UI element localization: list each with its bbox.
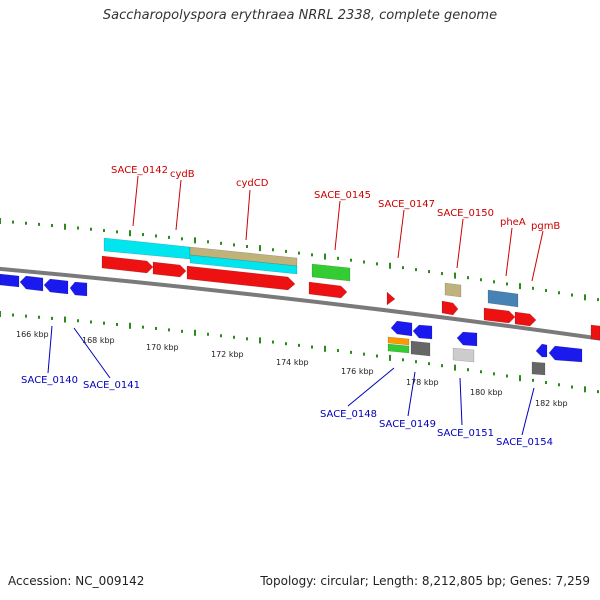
label-sace-0149[interactable]: SACE_0149 (379, 419, 436, 430)
label-sace-0142[interactable]: SACE_0142 (111, 165, 168, 176)
gene-sace-0140[interactable] (19, 275, 44, 292)
leader-sace-0150 (456, 218, 464, 269)
leader-sace-0151 (459, 377, 463, 426)
label-phea[interactable]: pheA (500, 217, 526, 228)
gene-edge-right[interactable] (590, 324, 600, 341)
scale-labels: 166 kbp 168 kbp 170 kbp 172 kbp 174 kbp … (16, 330, 568, 408)
feature-steelblue-phea[interactable] (487, 289, 519, 308)
label-sace-0145[interactable]: SACE_0145 (314, 190, 371, 201)
gene-cydb[interactable] (152, 261, 187, 278)
feature-cyan-2[interactable] (189, 254, 298, 275)
leader-cydb (175, 179, 182, 231)
gene-sace-0148[interactable] (390, 320, 413, 337)
scale-label: 180 kbp (470, 388, 503, 397)
genome-summary-text: Topology: circular; Length: 8,212,805 bp… (260, 574, 590, 588)
leader-sace-0140 (47, 325, 53, 374)
gene-sace-0141[interactable] (69, 281, 88, 297)
forward-gene-labels: SACE_0142 cydB cydCD SACE_0145 SACE_0147… (111, 165, 560, 232)
feature-gray-sace-0149[interactable] (410, 340, 431, 357)
gene-sace-0140b[interactable] (43, 278, 69, 295)
label-cydb[interactable]: cydB (170, 169, 195, 180)
scale-label: 166 kbp (16, 330, 49, 339)
feature-lightgray-sace-0151[interactable] (452, 347, 475, 363)
label-sace-0141[interactable]: SACE_0141 (83, 380, 140, 391)
feature-orange-sace-0148[interactable] (387, 336, 410, 346)
gene-phea[interactable] (483, 307, 516, 324)
label-sace-0151[interactable]: SACE_0151 (437, 428, 494, 439)
leader-phea (505, 227, 513, 277)
label-pgmb[interactable]: pgmB (531, 221, 560, 232)
leader-sace-0142 (132, 175, 139, 227)
feature-cyan-1[interactable] (103, 237, 191, 260)
leader-sace-0145 (334, 200, 341, 251)
genome-backbone (0, 266, 600, 341)
reverse-strand-features (0, 273, 583, 376)
accession-text: Accession: NC_009142 (8, 574, 145, 588)
label-sace-0148[interactable]: SACE_0148 (320, 409, 377, 420)
label-cydcd[interactable]: cydCD (236, 178, 269, 189)
leader-sace-0147 (397, 209, 405, 259)
gene-sace-0142[interactable] (101, 255, 154, 274)
gene-pgmb[interactable] (514, 311, 537, 327)
leader-cydcd (245, 189, 251, 241)
scale-label: 168 kbp (82, 336, 115, 345)
leader-sace-0141 (73, 327, 111, 379)
scale-label: 182 kbp (535, 399, 568, 408)
label-sace-0150[interactable]: SACE_0150 (437, 208, 494, 219)
gene-rev-edge-left[interactable] (0, 273, 20, 288)
forward-strand-features (101, 237, 600, 341)
scale-label: 176 kbp (341, 367, 374, 376)
feature-green-sace-0148[interactable] (387, 343, 410, 354)
feature-tan-sace-0150[interactable] (444, 282, 462, 298)
gene-sace-0154a[interactable] (535, 343, 548, 358)
label-sace-0140[interactable]: SACE_0140 (21, 375, 78, 386)
gene-sace-0150[interactable] (441, 300, 459, 316)
map-title: Saccharopolyspora erythraea NRRL 2338, c… (102, 8, 498, 23)
leader-sace-0149 (407, 371, 416, 417)
lower-tick-track (0, 311, 599, 394)
gene-cydcd[interactable] (186, 265, 296, 291)
reverse-gene-labels: SACE_0140 SACE_0141 SACE_0148 SACE_0149 … (21, 375, 553, 448)
gene-sace-0154[interactable] (548, 345, 583, 363)
gene-sace-0148b[interactable] (412, 324, 433, 340)
label-sace-0154[interactable]: SACE_0154 (496, 437, 553, 448)
scale-label: 170 kbp (146, 343, 179, 352)
scale-label: 174 kbp (276, 358, 309, 367)
leader-sace-0154 (521, 387, 535, 436)
leader-lines (47, 175, 544, 436)
scale-label: 178 kbp (406, 378, 439, 387)
gene-sace-0145[interactable] (308, 281, 348, 299)
leader-sace-0148 (347, 367, 395, 407)
upper-tick-track (0, 218, 599, 302)
feature-green-sace-0145[interactable] (311, 263, 351, 282)
gene-sace-0147[interactable] (386, 291, 396, 306)
gene-sace-0151[interactable] (456, 331, 478, 347)
label-sace-0147[interactable]: SACE_0147 (378, 199, 435, 210)
feature-gray-sace-0154[interactable] (531, 361, 546, 376)
leader-pgmb (531, 230, 544, 282)
scale-label: 172 kbp (211, 350, 244, 359)
